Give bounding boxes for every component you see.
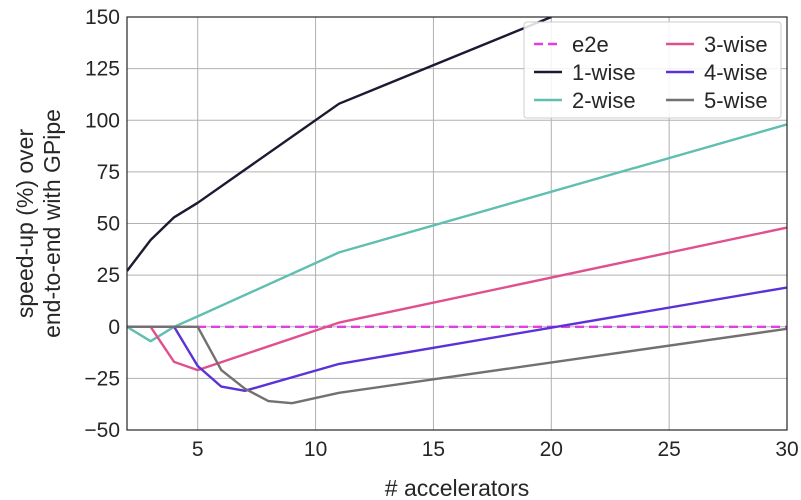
x-axis-label: # accelerators <box>385 475 529 500</box>
y-tick-label: 125 <box>85 58 120 81</box>
legend-label-4-wise: 4-wise <box>704 60 768 85</box>
y-tick-label: 50 <box>97 213 120 236</box>
y-tick-label: −50 <box>84 419 120 442</box>
y-tick-label: 25 <box>97 264 120 287</box>
y-axis-label-line-2: end-to-end with GPipe <box>39 109 65 338</box>
x-tick-label: 30 <box>775 438 798 461</box>
x-tick-label: 15 <box>422 438 445 461</box>
series-line-2-wise <box>127 123 787 343</box>
legend-label-e2e: e2e <box>572 32 609 57</box>
y-axis-label-line-1: speed-up (%) over <box>12 129 38 319</box>
y-tick-label: 0 <box>108 316 120 339</box>
axes <box>126 16 788 431</box>
legend-label-3-wise: 3-wise <box>704 32 768 57</box>
legend-label-5-wise: 5-wise <box>704 88 768 113</box>
series-layer <box>127 17 787 405</box>
y-tick-label: 100 <box>85 109 120 132</box>
plot-frame <box>126 16 788 431</box>
legend-label-1-wise: 1-wise <box>572 60 636 85</box>
series-line-1-wise <box>127 17 552 272</box>
legend-box <box>523 21 782 119</box>
y-tick-label: −25 <box>84 367 120 390</box>
legend-label-2-wise: 2-wise <box>572 88 636 113</box>
legend: e2e 1-wise 2-wise 3-wise 4-wise 5-wise <box>523 21 782 119</box>
series-line-5-wise <box>127 325 787 405</box>
x-tick-label: 20 <box>540 438 563 461</box>
y-tick-label: 150 <box>85 6 120 29</box>
ticks: 5 10 15 20 25 30 −50 −25 0 25 50 75 100 125 150 <box>84 6 798 461</box>
x-tick-label: 5 <box>192 438 204 461</box>
y-tick-label: 75 <box>97 161 120 184</box>
x-tick-label: 10 <box>304 438 327 461</box>
x-tick-label: 25 <box>657 438 680 461</box>
series-line-3-wise <box>127 226 787 372</box>
